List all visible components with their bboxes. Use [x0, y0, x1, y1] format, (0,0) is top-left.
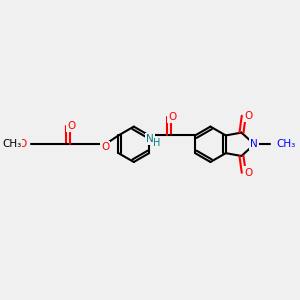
- Text: N: N: [250, 139, 258, 149]
- Text: O: O: [68, 121, 76, 131]
- Text: O: O: [244, 111, 252, 121]
- Text: N: N: [146, 134, 154, 144]
- Text: CH₃: CH₃: [3, 139, 22, 149]
- Text: O: O: [101, 142, 110, 152]
- Text: O: O: [244, 167, 252, 178]
- Text: O: O: [19, 139, 27, 149]
- Text: O: O: [168, 112, 177, 122]
- Text: CH₃: CH₃: [276, 139, 296, 149]
- Text: H: H: [153, 138, 160, 148]
